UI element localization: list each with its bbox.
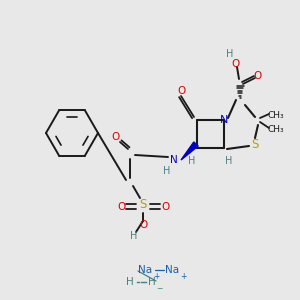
Text: O: O xyxy=(139,220,147,230)
Text: H: H xyxy=(226,49,234,59)
Polygon shape xyxy=(181,142,198,160)
Text: +: + xyxy=(153,272,159,281)
Text: O: O xyxy=(177,86,185,96)
Text: H: H xyxy=(225,156,233,166)
Text: Na: Na xyxy=(165,265,179,275)
Text: S: S xyxy=(251,139,259,152)
Text: H: H xyxy=(126,277,134,287)
Text: O: O xyxy=(111,132,119,142)
Text: H: H xyxy=(130,231,138,241)
Text: H: H xyxy=(188,156,196,166)
Text: CH₃: CH₃ xyxy=(268,110,284,119)
Text: −: − xyxy=(156,284,162,293)
Text: O: O xyxy=(117,202,125,212)
Text: CH₃: CH₃ xyxy=(268,125,284,134)
Text: O: O xyxy=(161,202,169,212)
Text: H: H xyxy=(163,166,171,176)
Text: Na: Na xyxy=(138,265,152,275)
Text: N: N xyxy=(170,155,178,165)
Text: +: + xyxy=(180,272,186,281)
Text: N: N xyxy=(220,115,228,125)
Text: O: O xyxy=(253,71,261,81)
Text: O: O xyxy=(231,59,239,69)
Text: H: H xyxy=(148,277,156,287)
Text: S: S xyxy=(139,199,147,212)
